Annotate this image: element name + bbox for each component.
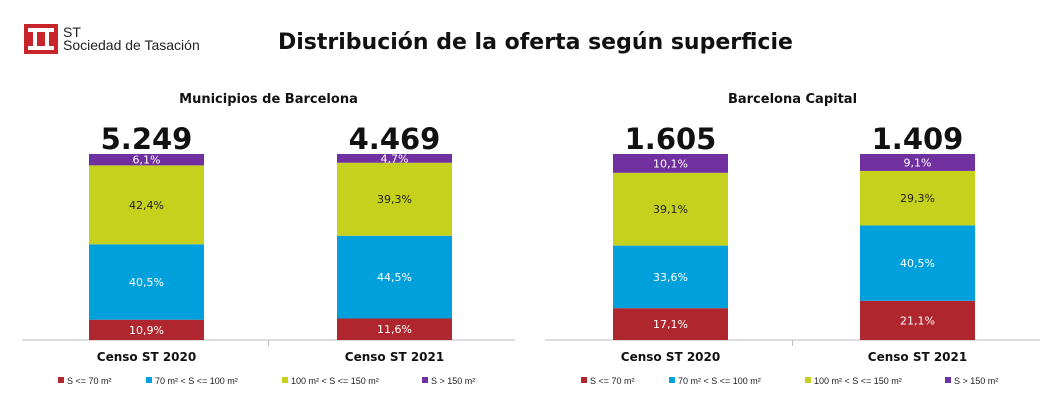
bar-segment [860,300,975,340]
data-label: 4,7% [381,152,409,165]
logo-short: ST [63,24,81,40]
chart-title: Barcelona Capital [728,92,857,107]
legend-label: S > 150 m² [431,376,475,386]
category-label: Censo ST 2020 [621,350,720,364]
bar-segment [860,225,975,301]
data-label: 21,1% [900,314,935,327]
bar-segment [613,245,728,309]
legend-label: 100 m² < S <= 150 m² [291,376,379,386]
category-label: Censo ST 2021 [345,350,444,364]
legend-swatch [581,377,587,383]
data-label: 40,5% [900,257,935,270]
total-label: 4.469 [349,122,441,156]
legend-swatch [945,377,951,383]
data-label: 9,1% [904,156,932,169]
data-label: 42,4% [129,199,164,212]
data-label: 17,1% [653,318,688,331]
bar-segment [860,154,975,171]
total-label: 5.249 [101,122,193,156]
logo: ST Sociedad de Tasación [24,24,200,54]
legend-label: 100 m² < S <= 150 m² [814,376,902,386]
legend-label: 70 m² < S <= 100 m² [678,376,761,386]
data-label: 39,3% [377,193,412,206]
bar-segment [613,172,728,246]
legend-swatch [669,377,675,383]
page-title: Distribución de la oferta según superfic… [278,30,793,55]
data-label: 29,3% [900,192,935,205]
legend-label: S <= 70 m² [590,376,635,386]
bar-segment [337,318,452,340]
logo-name: Sociedad de Tasación [63,37,200,53]
bar-segment [860,170,975,226]
legend-swatch [282,377,288,383]
bar-segment [89,244,204,320]
bar-segment [89,319,204,340]
legend-label: S <= 70 m² [67,376,112,386]
total-label: 1.409 [872,122,964,156]
data-label: 33,6% [653,271,688,284]
legend-swatch [146,377,152,383]
data-label: 44,5% [377,271,412,284]
data-label: 10,9% [129,324,164,337]
bar-segment [89,165,204,245]
bar-segment [337,162,452,236]
legend-label: S > 150 m² [954,376,998,386]
bar-segment [613,308,728,340]
bar-segment [89,154,204,166]
chart-title: Municipios de Barcelona [179,92,358,107]
data-label: 10,1% [653,157,688,170]
bar-segment [337,235,452,319]
bar-segment [613,154,728,173]
logo-icon [24,24,58,54]
bar-segment [337,154,452,163]
legend-swatch [422,377,428,383]
category-label: Censo ST 2020 [97,350,196,364]
legend-label: 70 m² < S <= 100 m² [155,376,238,386]
total-label: 1.605 [625,122,717,156]
legend-swatch [58,377,64,383]
data-label: 6,1% [133,154,161,167]
data-label: 11,6% [377,323,412,336]
category-label: Censo ST 2021 [868,350,967,364]
data-label: 39,1% [653,203,688,216]
data-label: 40,5% [129,276,164,289]
legend-swatch [805,377,811,383]
